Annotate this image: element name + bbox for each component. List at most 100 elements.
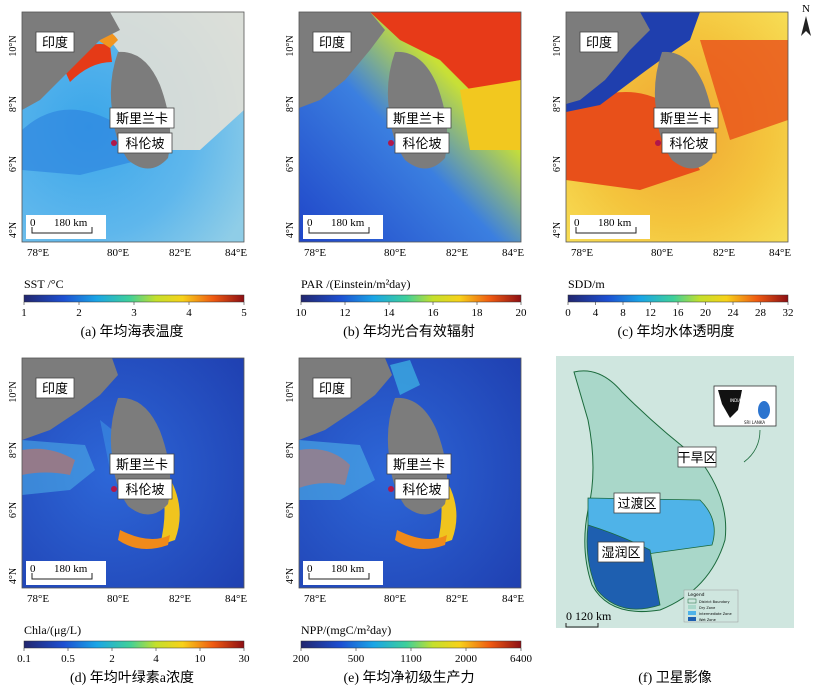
north-label: N — [802, 3, 810, 15]
colorbar-tick-label: 8 — [620, 307, 626, 319]
zone-label-wet: 湿润区 — [601, 545, 640, 560]
legend-item-dry: Dry Zone — [699, 606, 715, 610]
colombo-label: 科伦坡 — [125, 136, 164, 151]
scalebar-background — [26, 561, 106, 585]
colorbar-tick-label: 32 — [783, 307, 794, 319]
lon-tick-label: 80°E — [384, 247, 406, 259]
legend-item-wet: Wet Zone — [699, 618, 716, 622]
scalebar — [31, 573, 93, 580]
scalebar-zero: 0 — [307, 563, 313, 575]
lat-tick-label: 10°N — [285, 35, 296, 56]
lon-tick-label: 78°E — [571, 247, 593, 259]
lon-tick-label: 82°E — [446, 247, 468, 259]
colorbar-tick-label: 500 — [348, 653, 365, 665]
panel-caption: (a) 年均海表温度 — [80, 324, 183, 340]
panel-caption: (b) 年均光合有效辐射 — [343, 324, 475, 340]
colorbar — [23, 640, 245, 649]
colorbar-tick-label: 2 — [76, 307, 82, 319]
lat-tick-label: 10°N — [285, 381, 296, 402]
colorbar-title: PAR /(Einstein/m²day) — [301, 277, 411, 291]
colorbar-tick-label: 12 — [340, 307, 351, 319]
srilanka-label: 斯里兰卡 — [660, 111, 712, 126]
india-label-box — [35, 31, 75, 53]
lon-tick-label: 82°E — [169, 247, 191, 259]
colorbar-tick-label: 30 — [239, 653, 251, 665]
colorbar-tick-label: 18 — [472, 307, 484, 319]
colombo-label-box — [394, 132, 450, 154]
colorbar-title: Chla/(μg/L) — [24, 623, 81, 637]
scalebar-distance: 180 km — [598, 217, 632, 229]
srilanka-label: 斯里兰卡 — [116, 111, 168, 126]
colorbar-tick-label: 20 — [700, 307, 712, 319]
colorbar-tick-label: 10 — [296, 307, 308, 319]
panel-caption: (d) 年均叶绿素a浓度 — [70, 670, 194, 686]
india-label: 印度 — [319, 381, 345, 396]
colombo-label-box — [394, 478, 450, 500]
lat-tick-label: 10°N — [8, 35, 19, 56]
india-label-box — [312, 377, 352, 399]
colorbar-tick-label: 0 — [565, 307, 571, 319]
panel-f-satellite-map: INDIA SRI LANKA Legend District Boundary… — [556, 356, 794, 628]
colorbar-title: SDD/m — [568, 277, 605, 291]
colorbar-tick-label: 1100 — [400, 653, 422, 665]
colorbar-tick-label: 6400 — [510, 653, 533, 665]
scalebar-background — [26, 215, 106, 239]
zone-label-dry: 干旱区 — [677, 450, 716, 465]
colombo-label: 科伦坡 — [402, 482, 441, 497]
colorbar-tick-label: 24 — [728, 307, 740, 319]
india-label: 印度 — [586, 35, 612, 50]
lon-tick-label: 80°E — [384, 593, 406, 605]
lat-tick-label: 4°N — [8, 568, 19, 584]
colorbar-tick-label: 4 — [153, 653, 159, 665]
colorbar-tick-label: 16 — [673, 307, 685, 319]
india-label-box — [35, 377, 75, 399]
colorbar-tick-label: 16 — [428, 307, 440, 319]
lon-tick-label: 80°E — [107, 247, 129, 259]
colombo-label-box — [661, 132, 717, 154]
lat-tick-label: 8°N — [552, 96, 563, 112]
scalebar-background — [303, 561, 383, 585]
srilanka-label-box — [386, 107, 452, 129]
colombo-label-box — [117, 478, 173, 500]
satellite-scalebar-label: 0 120 km — [566, 609, 612, 623]
colombo-label: 科伦坡 — [669, 136, 708, 151]
lat-tick-label: 4°N — [552, 222, 563, 238]
colorbar-tick-label: 4 — [593, 307, 599, 319]
srilanka-label-box — [109, 107, 175, 129]
lon-tick-label: 78°E — [304, 593, 326, 605]
lon-tick-label: 84°E — [769, 247, 791, 259]
lon-tick-label: 82°E — [446, 593, 468, 605]
lon-tick-label: 78°E — [27, 247, 49, 259]
panel-caption: (c) 年均水体透明度 — [617, 324, 734, 340]
srilanka-label-box — [109, 453, 175, 475]
colombo-label-box — [117, 132, 173, 154]
colorbar-tick-label: 200 — [293, 653, 310, 665]
colorbar-tick-label: 4 — [186, 307, 192, 319]
north-arrow-icon: N — [801, 3, 811, 36]
scalebar-zero: 0 — [30, 217, 36, 229]
colorbar-tick-label: 28 — [755, 307, 767, 319]
lat-tick-label: 6°N — [8, 502, 19, 518]
lat-tick-label: 6°N — [8, 156, 19, 172]
colorbar-tick-label: 14 — [384, 307, 396, 319]
colorbar-tick-label: 0.5 — [61, 653, 75, 665]
inset-label-india: INDIA — [730, 398, 741, 403]
lon-tick-label: 84°E — [502, 247, 524, 259]
colombo-marker-icon — [111, 486, 117, 492]
scalebar-zero: 0 — [574, 217, 580, 229]
satellite-scalebar — [565, 623, 599, 628]
inset-pointer-icon — [743, 429, 761, 463]
scalebar-distance: 180 km — [54, 217, 88, 229]
colombo-marker-icon — [388, 486, 394, 492]
india-label-box — [579, 31, 619, 53]
scalebar-distance: 180 km — [331, 563, 365, 575]
lon-tick-label: 82°E — [713, 247, 735, 259]
zone-label-intermediate: 过渡区 — [617, 496, 656, 511]
colorbar — [567, 294, 789, 303]
lat-tick-label: 10°N — [8, 381, 19, 402]
scalebar — [575, 227, 637, 234]
lon-tick-label: 78°E — [304, 247, 326, 259]
colorbar-title: SST /°C — [24, 277, 64, 291]
colorbar-title: NPP/(mgC/m²day) — [301, 623, 391, 637]
